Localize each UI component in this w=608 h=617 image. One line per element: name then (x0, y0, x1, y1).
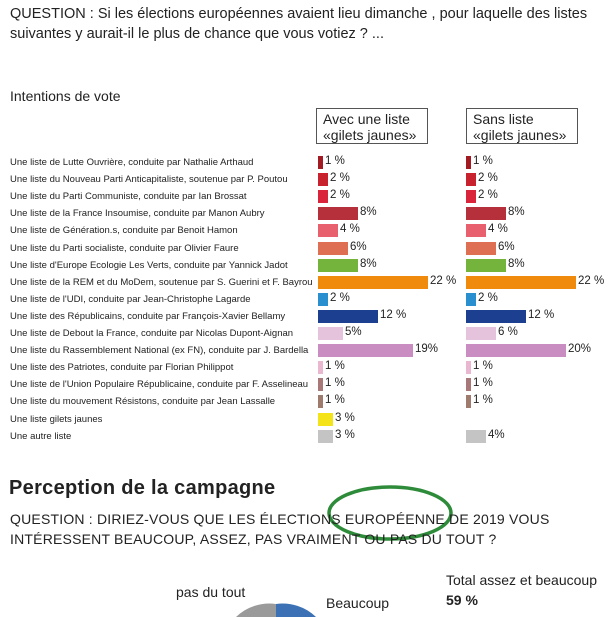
bar (318, 207, 358, 221)
bar (318, 395, 323, 409)
row-label: Une liste de l'UDI, conduite par Jean-Ch… (10, 293, 251, 305)
highlight-ellipse (326, 484, 454, 547)
bar-value-label: 4% (488, 428, 505, 441)
bar-value-label: 2 % (478, 189, 498, 202)
bar (466, 395, 471, 409)
question-2: QUESTION : DIRIEZ-VOUS QUE LES ÉLECTIONS… (10, 511, 550, 547)
row-label: Une liste d'Europe Ecologie Les Verts, c… (10, 259, 288, 271)
bar (318, 344, 413, 358)
bar (318, 156, 323, 169)
bar-value-label: 3 % (335, 428, 355, 441)
pie-total: Total assez et beaucoup 59 % (446, 570, 608, 610)
row-label: Une autre liste (10, 430, 72, 442)
pie-slice-blue (276, 603, 316, 617)
bar-value-label: 8% (360, 206, 377, 219)
bar (466, 156, 471, 169)
row-label: Une liste de la REM et du MoDem, soutenu… (10, 276, 313, 288)
bar (318, 378, 323, 392)
bar-value-label: 1 % (325, 377, 345, 390)
bar (318, 241, 348, 255)
bar-value-label: 1 % (325, 155, 345, 167)
bar (318, 275, 428, 289)
bar (318, 292, 328, 306)
pie-label-pas-du-tout: pas du tout (176, 584, 246, 600)
bar-value-label: 6% (350, 240, 367, 253)
pie-label-beaucoup: Beaucoup (326, 595, 390, 611)
bar-value-label: 1 % (473, 360, 493, 373)
pie-total-label: Total assez et beaucoup (446, 572, 597, 588)
pie-chart (236, 603, 316, 617)
bar (318, 173, 328, 187)
bar (466, 344, 566, 358)
row-label: Une liste des Patriotes, conduite par Fl… (10, 362, 234, 374)
pie-slice-gray (236, 603, 276, 617)
row-label: Une liste de la France Insoumise, condui… (10, 208, 265, 220)
bar-value-label: 1 % (325, 360, 345, 373)
bar-value-label: 19% (415, 343, 439, 356)
bar-value-label: 3 % (335, 411, 355, 424)
column-header-with-gilets-jaunes: Avec une liste «gilets jaunes» (316, 108, 428, 144)
bar (318, 224, 338, 238)
bar (466, 275, 576, 289)
bar (318, 412, 333, 426)
bar (466, 207, 506, 221)
bar-value-label: 8% (360, 257, 377, 270)
bar (466, 258, 506, 272)
bar-value-label: 2 % (478, 291, 498, 304)
bar-value-label: 8% (508, 206, 525, 219)
bar-value-label: 1 % (473, 394, 493, 407)
bar (466, 190, 476, 204)
bar-value-label: 20% (568, 343, 592, 356)
pie-total-value: 59 % (446, 592, 478, 608)
bar-value-label: 6% (498, 240, 515, 253)
bar-value-label: 22 % (430, 274, 457, 287)
bar-value-label: 2 % (330, 172, 350, 185)
bar-value-label: 2 % (478, 172, 498, 185)
bar (466, 173, 476, 187)
question-1: QUESTION : Si les élections européennes … (10, 6, 588, 42)
row-label: Une liste du mouvement Résistons, condui… (10, 396, 276, 408)
bar-value-label: 1 % (473, 377, 493, 390)
bar-value-label: 2 % (330, 291, 350, 304)
bar-value-label: 12 % (528, 308, 555, 321)
bar-value-label: 6 % (498, 326, 518, 338)
bar-value-label: 4 % (488, 223, 508, 236)
bar (466, 224, 486, 238)
bar-value-label: 2 % (330, 189, 350, 202)
row-label: Une liste de Génération.s, conduite par … (10, 225, 238, 237)
row-label: Une liste du Parti socialiste, conduite … (10, 242, 239, 254)
chart-title: Intentions de vote (10, 88, 121, 104)
bar (466, 327, 496, 340)
row-label: Une liste de Lutte Ouvrière, conduite pa… (10, 157, 254, 168)
column-header-without-gilets-jaunes: Sans liste «gilets jaunes» (466, 108, 578, 144)
bar (318, 190, 328, 204)
bar (466, 292, 476, 306)
bar (318, 361, 323, 375)
bar-value-label: 1 % (473, 155, 493, 167)
row-label: Une liste du Nouveau Parti Anticapitalis… (10, 174, 288, 186)
bar (318, 309, 378, 323)
bar (318, 429, 333, 443)
row-label: Une liste gilets jaunes (10, 413, 103, 425)
row-label: Une liste de l'Union Populaire Républica… (10, 379, 309, 391)
bar (466, 429, 486, 443)
bar-value-label: 5% (345, 326, 362, 338)
bar (466, 309, 526, 323)
bar (318, 327, 343, 340)
bar (466, 361, 471, 375)
row-label: Une liste de Debout la France, conduite … (10, 328, 294, 339)
bar-value-label: 4 % (340, 223, 360, 236)
bar (318, 258, 358, 272)
bar-value-label: 8% (508, 257, 525, 270)
bar (466, 378, 471, 392)
bar-value-label: 22 % (578, 274, 605, 287)
bar (466, 241, 496, 255)
row-label: Une liste du Parti Communiste, conduite … (10, 191, 247, 203)
bar-value-label: 1 % (325, 394, 345, 407)
section-title: Perception de la campagne (9, 477, 276, 499)
row-label: Une liste des Républicains, conduite par… (10, 310, 286, 322)
row-label: Une liste du Rassemblement National (ex … (10, 345, 309, 357)
bar-value-label: 12 % (380, 308, 407, 321)
